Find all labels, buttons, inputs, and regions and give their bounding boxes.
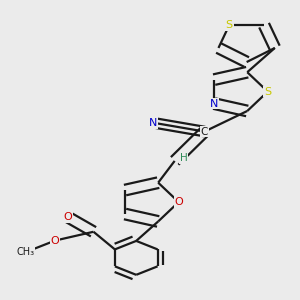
Text: O: O — [174, 197, 183, 207]
Text: S: S — [226, 20, 233, 30]
Text: N: N — [210, 99, 218, 109]
Text: H: H — [180, 153, 188, 163]
Text: S: S — [264, 87, 271, 97]
Text: CH₃: CH₃ — [16, 247, 34, 257]
Text: C: C — [201, 127, 208, 136]
Text: N: N — [149, 118, 158, 128]
Text: O: O — [51, 236, 59, 246]
Text: O: O — [64, 212, 72, 222]
